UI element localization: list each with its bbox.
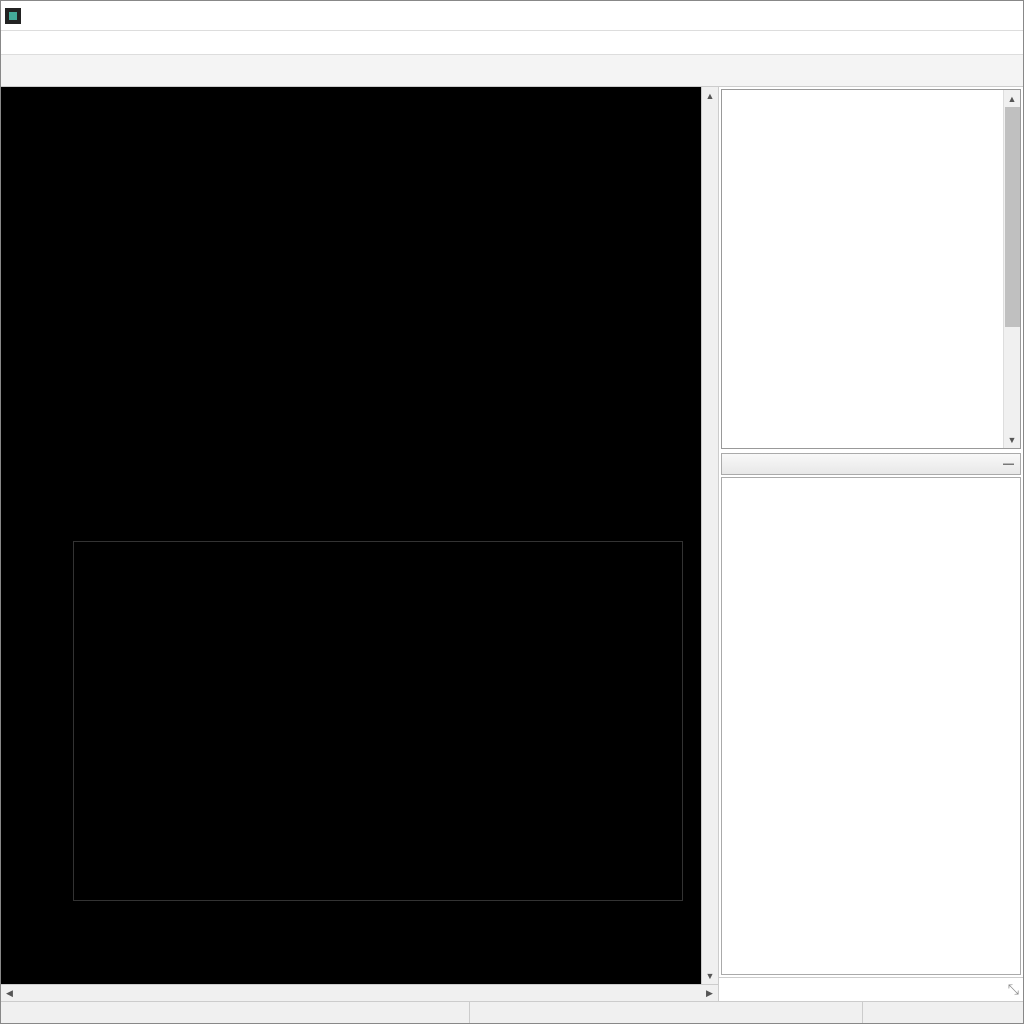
status-left xyxy=(1,1002,470,1023)
plot-canvas[interactable] xyxy=(1,87,718,984)
minimize-button[interactable] xyxy=(881,1,927,31)
toolbar xyxy=(1,55,1023,87)
detail-header[interactable]: — xyxy=(721,453,1021,475)
tree-pane[interactable]: ▲▼ xyxy=(721,89,1021,449)
sparkline-mid xyxy=(113,473,713,523)
status-right xyxy=(863,1002,1023,1023)
resize-grip-icon[interactable]: ⤡ xyxy=(1008,981,1019,998)
maximize-button[interactable] xyxy=(927,1,973,31)
right-pane: ▲▼ — ⤡ xyxy=(719,87,1023,1001)
canvas-vscroll[interactable]: ▲▼ xyxy=(701,87,718,984)
tree-vscroll[interactable]: ▲▼ xyxy=(1003,90,1020,448)
app-icon xyxy=(5,8,21,24)
titlebar xyxy=(1,1,1023,31)
canvas-hscroll[interactable]: ◀▶ xyxy=(1,984,718,1001)
waveform xyxy=(73,541,683,901)
detail-footer: ⤡ xyxy=(719,977,1023,1001)
close-button[interactable] xyxy=(973,1,1019,31)
sparkline-top xyxy=(113,207,713,277)
statusbar xyxy=(1,1001,1023,1023)
menubar xyxy=(1,31,1023,55)
bottom-chart xyxy=(43,531,693,981)
detail-minimize-icon[interactable]: — xyxy=(1003,458,1014,470)
canvas-pane: ▲▼ ◀▶ xyxy=(1,87,719,1001)
status-mid xyxy=(470,1002,863,1023)
detail-body xyxy=(721,477,1021,975)
main-area: ▲▼ ◀▶ ▲▼ — ⤡ xyxy=(1,87,1023,1001)
